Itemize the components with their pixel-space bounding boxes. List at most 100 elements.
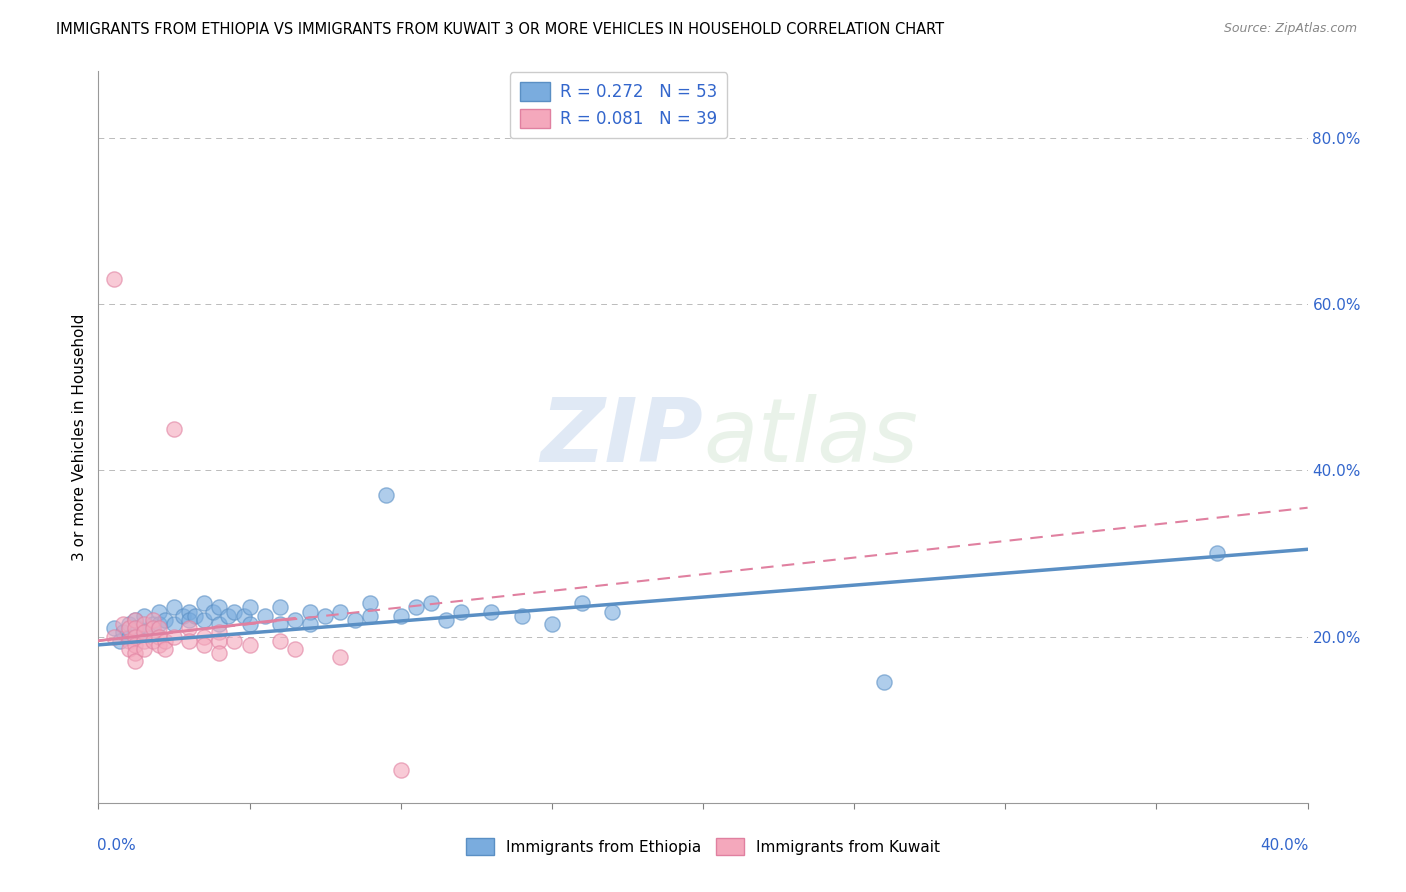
Point bbox=[127, 621, 149, 635]
Point bbox=[118, 617, 141, 632]
Point bbox=[124, 655, 146, 669]
Text: IMMIGRANTS FROM ETHIOPIA VS IMMIGRANTS FROM KUWAIT 3 OR MORE VEHICLES IN HOUSEHO: IMMIGRANTS FROM ETHIOPIA VS IMMIGRANTS F… bbox=[56, 22, 945, 37]
Point bbox=[360, 596, 382, 610]
Point bbox=[329, 605, 352, 619]
Point bbox=[124, 638, 146, 652]
Text: ZIP: ZIP bbox=[540, 393, 703, 481]
Point bbox=[179, 605, 201, 619]
Point bbox=[124, 613, 146, 627]
Point bbox=[142, 613, 165, 627]
Point bbox=[193, 638, 215, 652]
Point bbox=[132, 625, 155, 640]
Point bbox=[232, 608, 254, 623]
Point bbox=[269, 633, 291, 648]
Point bbox=[148, 630, 170, 644]
Point bbox=[405, 600, 427, 615]
Point bbox=[103, 630, 125, 644]
Point bbox=[118, 633, 141, 648]
Point bbox=[224, 633, 246, 648]
Point bbox=[124, 613, 146, 627]
Point bbox=[269, 600, 291, 615]
Point bbox=[314, 608, 336, 623]
Point bbox=[118, 642, 141, 657]
Point bbox=[132, 625, 155, 640]
Point bbox=[540, 617, 562, 632]
Point bbox=[111, 617, 134, 632]
Point bbox=[208, 646, 231, 660]
Point bbox=[434, 613, 457, 627]
Y-axis label: 3 or more Vehicles in Household: 3 or more Vehicles in Household bbox=[72, 313, 87, 561]
Point bbox=[202, 605, 225, 619]
Text: Source: ZipAtlas.com: Source: ZipAtlas.com bbox=[1223, 22, 1357, 36]
Point bbox=[132, 608, 155, 623]
Point bbox=[163, 422, 186, 436]
Point bbox=[389, 763, 412, 777]
Point bbox=[153, 642, 176, 657]
Point bbox=[224, 605, 246, 619]
Point bbox=[148, 617, 170, 632]
Point bbox=[118, 630, 141, 644]
Point bbox=[571, 596, 593, 610]
Point bbox=[389, 608, 412, 623]
Point bbox=[510, 608, 533, 623]
Point bbox=[142, 633, 165, 648]
Point bbox=[132, 633, 155, 648]
Point bbox=[602, 605, 624, 619]
Point bbox=[179, 621, 201, 635]
Point bbox=[172, 608, 194, 623]
Text: atlas: atlas bbox=[703, 394, 918, 480]
Legend: Immigrants from Ethiopia, Immigrants from Kuwait: Immigrants from Ethiopia, Immigrants fro… bbox=[460, 832, 946, 861]
Point bbox=[193, 613, 215, 627]
Point bbox=[217, 608, 239, 623]
Point bbox=[299, 617, 322, 632]
Point bbox=[163, 617, 186, 632]
Point bbox=[124, 630, 146, 644]
Point bbox=[873, 675, 896, 690]
Point bbox=[344, 613, 367, 627]
Point bbox=[374, 488, 396, 502]
Point bbox=[481, 605, 503, 619]
Point bbox=[450, 605, 472, 619]
Point bbox=[239, 617, 262, 632]
Point bbox=[153, 633, 176, 648]
Point bbox=[108, 633, 131, 648]
Point bbox=[420, 596, 443, 610]
Point bbox=[208, 633, 231, 648]
Point bbox=[208, 617, 231, 632]
Point bbox=[103, 621, 125, 635]
Point bbox=[163, 600, 186, 615]
Point bbox=[148, 621, 170, 635]
Point bbox=[284, 642, 307, 657]
Point bbox=[179, 633, 201, 648]
Point bbox=[208, 625, 231, 640]
Point bbox=[148, 638, 170, 652]
Point bbox=[239, 600, 262, 615]
Point bbox=[163, 630, 186, 644]
Point bbox=[118, 621, 141, 635]
Point bbox=[1206, 546, 1229, 560]
Point bbox=[329, 650, 352, 665]
Point bbox=[179, 613, 201, 627]
Point bbox=[111, 625, 134, 640]
Point bbox=[284, 613, 307, 627]
Point bbox=[124, 621, 146, 635]
Point bbox=[208, 600, 231, 615]
Point bbox=[253, 608, 276, 623]
Point bbox=[148, 605, 170, 619]
Point bbox=[184, 608, 207, 623]
Point bbox=[193, 596, 215, 610]
Text: 0.0%: 0.0% bbox=[97, 838, 136, 854]
Point bbox=[269, 617, 291, 632]
Point bbox=[142, 621, 165, 635]
Point bbox=[193, 630, 215, 644]
Text: 40.0%: 40.0% bbox=[1260, 838, 1309, 854]
Point bbox=[132, 642, 155, 657]
Point bbox=[360, 608, 382, 623]
Point bbox=[132, 617, 155, 632]
Point bbox=[103, 272, 125, 286]
Point bbox=[153, 613, 176, 627]
Point bbox=[239, 638, 262, 652]
Point bbox=[124, 646, 146, 660]
Point bbox=[299, 605, 322, 619]
Point bbox=[142, 617, 165, 632]
